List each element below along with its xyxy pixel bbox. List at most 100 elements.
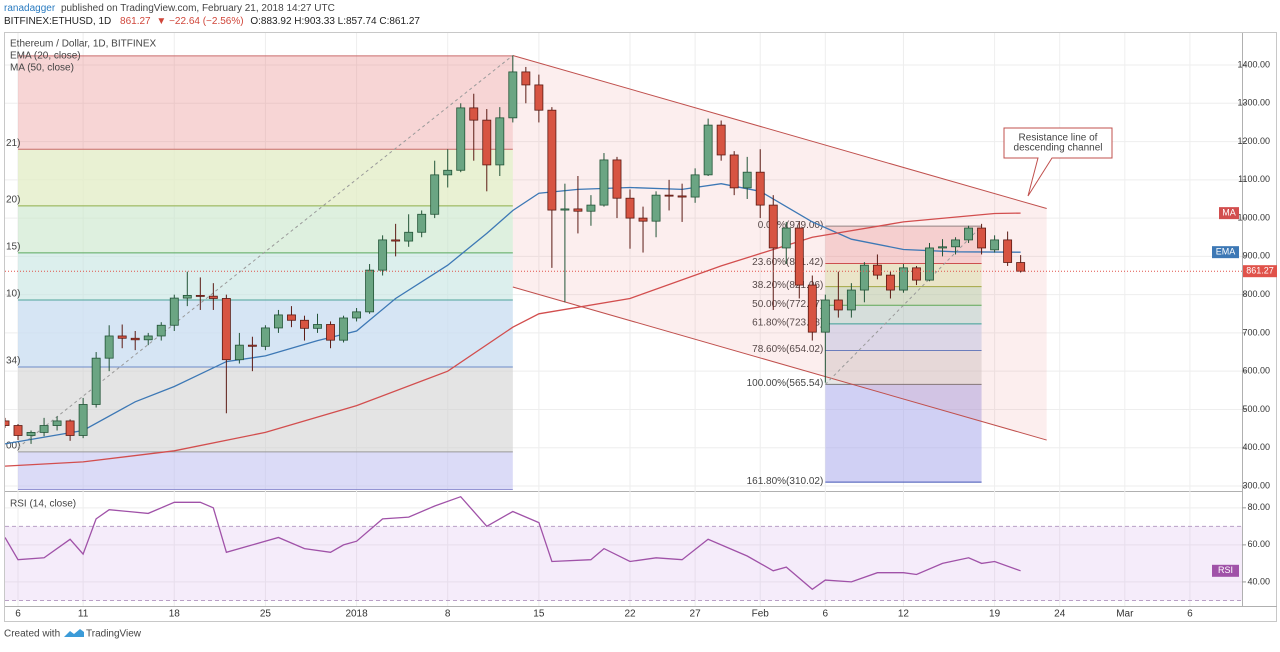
candle-body: [899, 267, 908, 291]
guide-line: [824, 225, 982, 385]
y-tick-label: 1200.00: [1237, 136, 1270, 146]
fib-label: 78.60%(654.02): [752, 344, 823, 355]
rsi-line: [5, 495, 1021, 591]
callout-text: Resistance line of: [1019, 133, 1098, 144]
candle-body: [573, 208, 583, 212]
candle-body: [208, 295, 218, 299]
overlay-tag: [1219, 207, 1239, 220]
candle-body: [391, 239, 401, 242]
y-tick-label: 300.00: [1242, 480, 1270, 490]
candle-body: [885, 274, 895, 291]
x-tick-label: 2018: [345, 609, 368, 620]
candle-body: [938, 246, 947, 249]
overlay-line: [5, 212, 1021, 467]
y-tick-label: 800.00: [1242, 289, 1270, 299]
candle-body: [91, 357, 101, 405]
rsi-tick-label: 80.00: [1247, 502, 1270, 512]
candle-body: [1003, 239, 1013, 263]
overlay-line: [5, 183, 1021, 445]
x-tick-label: 8: [445, 609, 451, 620]
candle-body: [417, 213, 427, 233]
last-price-label: 861.27: [1246, 266, 1274, 276]
candle-body: [794, 227, 804, 286]
candle-body: [599, 159, 609, 206]
candle-body: [833, 299, 843, 311]
candle-body: [260, 327, 270, 347]
header-line-2: BITFINEX:ETHUSD, 1D 861.27 ▼ −22.64 (−2.…: [4, 16, 420, 27]
candle-body: [404, 231, 414, 242]
candle-body: [925, 247, 934, 281]
candle-body: [1016, 262, 1026, 272]
callout: Resistance line of descending channel: [1003, 127, 1113, 197]
candle-body: [638, 217, 648, 222]
rsi-pane: [5, 495, 1242, 601]
fib-zone: [18, 252, 513, 300]
x-tick-label: 6: [1187, 609, 1193, 620]
fib-label: 161.80%(310.02): [747, 476, 824, 487]
axes: 6 11 18 25 2018 8 15 22 27 Feb 6 12 19 24 Mar 6 300.00 40…: [15, 59, 1277, 620]
candle-body: [482, 119, 492, 166]
footer-brand[interactable]: TradingView: [86, 629, 142, 640]
rsi-tick-label: 40.00: [1247, 576, 1270, 586]
candle-body: [339, 317, 348, 341]
candle-body: [977, 227, 987, 249]
main-pane: 21) 20) 15) 10) 34) 00) 0.00%(979.00) 23.60%(88…: [5, 54, 1242, 490]
x-tick-label: 24: [1054, 609, 1066, 620]
candle-body: [195, 295, 205, 297]
candle-body: [716, 124, 726, 156]
overlay-tag: [1212, 246, 1239, 259]
candle-body: [247, 344, 257, 347]
fib-label: 10): [6, 289, 20, 300]
candle-body: [234, 344, 244, 361]
fib-label: 23.60%(881.42): [752, 257, 823, 268]
x-tick-label: 18: [169, 609, 181, 620]
fib-label: 50.00%(772.27): [752, 299, 823, 310]
fib-label: 38.20%(821.06): [752, 280, 823, 291]
candle-body: [39, 425, 49, 433]
candle-body: [912, 267, 921, 281]
candle-body: [26, 432, 36, 436]
candle-body: [807, 284, 817, 333]
candle-body: [65, 420, 75, 436]
fib-label: 100.00%(565.54): [747, 378, 824, 389]
candle-body: [456, 107, 466, 171]
callout-text: descending channel: [1014, 143, 1103, 154]
fib-zone: [18, 451, 513, 490]
candle-body: [143, 335, 153, 341]
candle-body: [104, 335, 114, 359]
candle-body: [560, 208, 570, 211]
x-tick-label: 6: [15, 609, 21, 620]
candle-body: [690, 174, 700, 198]
candle-body: [313, 324, 322, 329]
frame: [4, 32, 1277, 622]
candle-body: [13, 425, 23, 436]
x-tick-label: 19: [989, 609, 1001, 620]
candle-body: [586, 204, 596, 212]
fib-label: 00): [6, 441, 20, 452]
candle-body: [287, 314, 296, 321]
candle-body: [846, 289, 856, 311]
x-tick-label: 11: [78, 609, 89, 620]
candle-body: [820, 299, 830, 333]
last-price-tag: [1243, 265, 1277, 278]
candle-body: [130, 337, 140, 341]
candle-body: [495, 117, 505, 166]
x-tick-label: 12: [898, 609, 910, 620]
logo: [64, 629, 84, 637]
footer-created: Created with: [4, 629, 60, 640]
x-tick-label: Feb: [752, 609, 770, 620]
candle-body: [78, 404, 88, 436]
candle-body: [326, 324, 335, 341]
x-tick-label: Mar: [1116, 609, 1134, 620]
candle-body: [521, 71, 531, 86]
rsi-tag: [1212, 564, 1239, 577]
fib-zone: [825, 350, 982, 385]
candle-body: [677, 195, 687, 198]
candle-body: [612, 159, 622, 199]
candle-body: [169, 297, 179, 326]
candle-body: [951, 239, 960, 248]
channel-line: [512, 54, 1047, 210]
author[interactable]: ranadagger: [4, 3, 56, 14]
candle-body: [742, 171, 752, 189]
